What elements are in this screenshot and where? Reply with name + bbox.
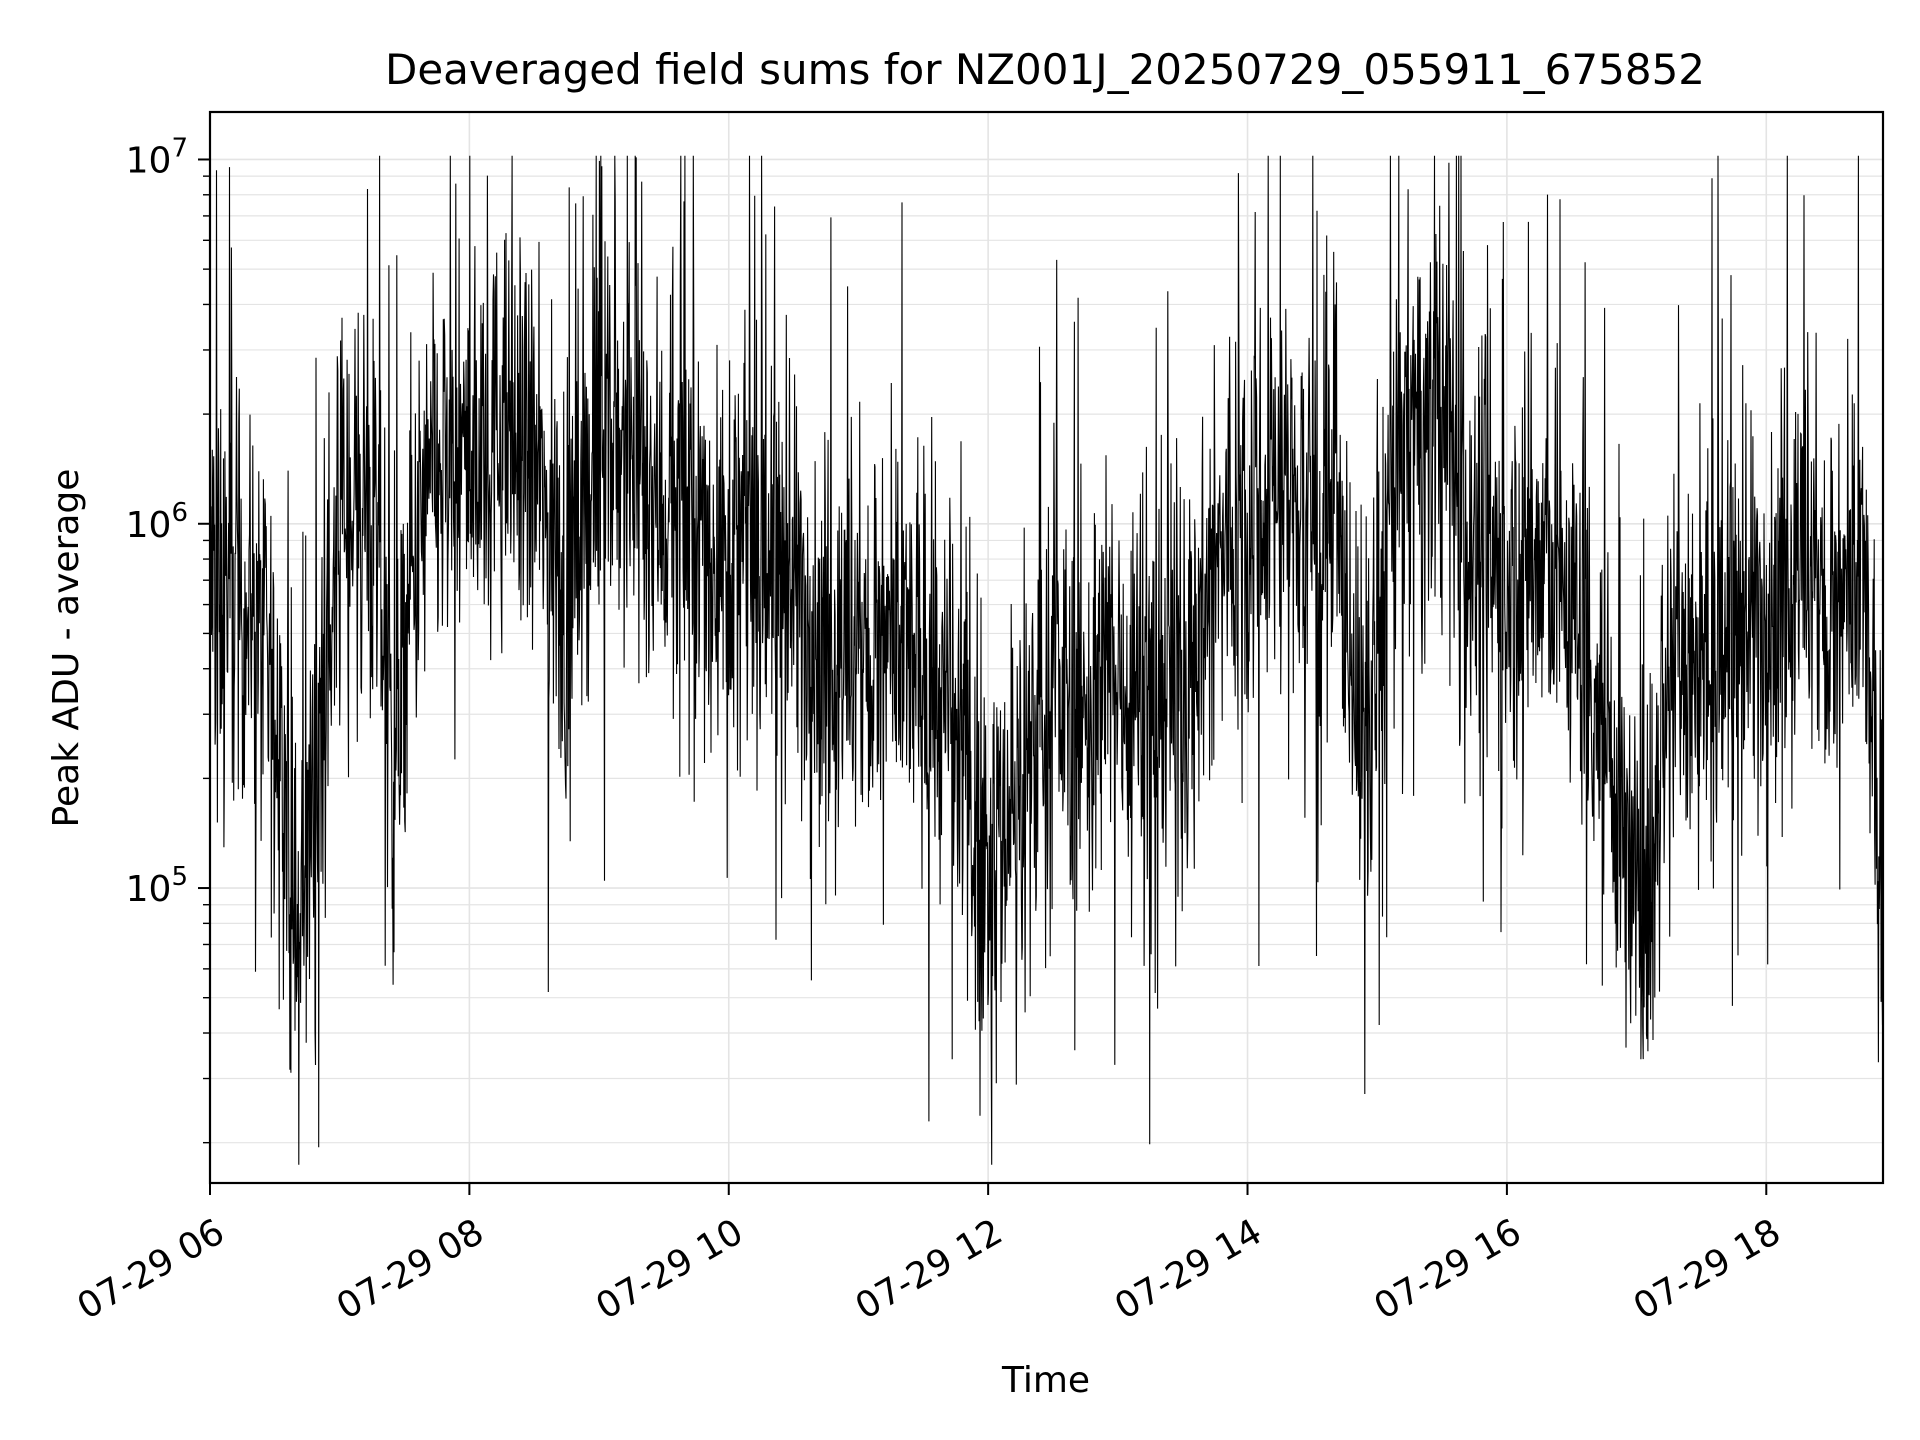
series-layer (209, 155, 1884, 1165)
y-tick-exponent: 6 (171, 498, 188, 528)
y-axis-label: Peak ADU - average (46, 469, 87, 828)
plot-frame (208, 110, 1885, 1185)
series-line (209, 155, 1884, 1165)
x-axis-label: Time (1001, 1360, 1090, 1401)
chart-title: Deaveraged field sums for NZ001J_2025072… (385, 45, 1705, 94)
y-tick-exponent: 5 (171, 862, 188, 892)
y-tick-exponent: 7 (171, 133, 188, 163)
